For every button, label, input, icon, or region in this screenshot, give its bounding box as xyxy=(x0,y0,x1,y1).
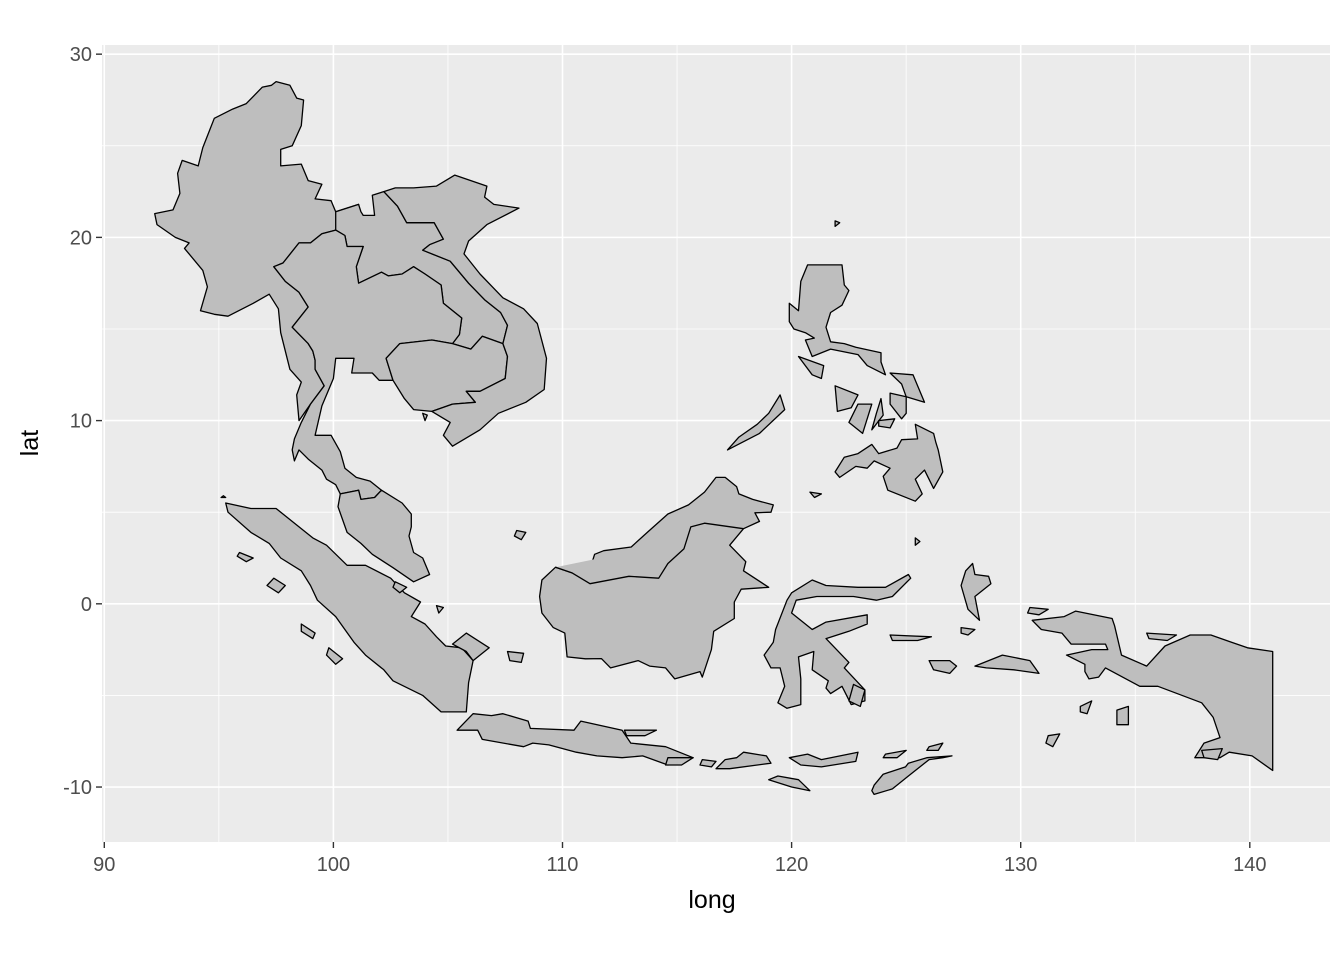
land-seram xyxy=(974,654,1040,675)
land-thailand xyxy=(273,229,463,501)
land-vietnam xyxy=(383,174,548,447)
land-alor xyxy=(882,749,907,759)
land-polygons xyxy=(154,80,1274,796)
y-axis: -10 0 10 20 30 xyxy=(63,44,102,799)
land-negros xyxy=(848,403,873,435)
y-tick-label: -10 xyxy=(63,777,92,799)
land-panay xyxy=(834,385,859,413)
land-sulu xyxy=(809,491,823,499)
x-tick-label: 120 xyxy=(775,854,808,876)
land-bohol xyxy=(878,418,896,429)
land-enggano xyxy=(325,647,344,665)
land-kai xyxy=(1079,700,1093,715)
land-timor xyxy=(871,755,953,796)
land-peninsular-malaysia xyxy=(337,489,431,583)
land-muna-buton xyxy=(848,683,866,708)
land-wetar xyxy=(926,742,944,752)
x-tick-label: 100 xyxy=(317,854,350,876)
x-tick-label: 140 xyxy=(1233,854,1266,876)
land-andaman-edge xyxy=(220,495,227,499)
land-palawan xyxy=(726,394,786,451)
land-flores xyxy=(788,751,859,768)
y-axis-title: lat xyxy=(16,430,44,456)
x-tick-label: 110 xyxy=(547,854,579,876)
land-luzon xyxy=(788,264,887,376)
land-halmahera xyxy=(960,562,992,621)
land-lombok xyxy=(699,758,717,768)
x-tick-label: 130 xyxy=(1004,854,1037,876)
land-aru xyxy=(1116,705,1130,726)
land-mindanao xyxy=(834,423,944,502)
land-new-guinea-south-island xyxy=(1201,747,1223,761)
land-mindoro xyxy=(797,355,825,380)
land-cebu xyxy=(871,397,884,431)
land-sumbawa xyxy=(715,751,772,770)
x-axis: 90 100 110 120 130 140 xyxy=(93,842,1267,876)
plot-panel xyxy=(102,45,1330,842)
land-siberut-nias xyxy=(266,577,286,594)
land-kalimantan-border xyxy=(555,522,744,585)
land-madura xyxy=(623,729,658,737)
land-tanimbar xyxy=(1045,733,1061,748)
land-sumba xyxy=(768,775,811,792)
land-riau xyxy=(392,581,408,594)
land-sangihe xyxy=(914,537,921,546)
land-belitung xyxy=(506,650,525,664)
land-buru xyxy=(928,659,958,675)
land-sulawesi xyxy=(763,573,912,709)
land-misool-waigeo xyxy=(1026,606,1049,616)
land-samar xyxy=(889,372,926,403)
land-lingga xyxy=(435,604,445,614)
land-sumatra xyxy=(225,502,474,713)
land-sula xyxy=(889,634,933,642)
y-tick-label: 20 xyxy=(70,227,92,249)
land-natuna xyxy=(513,529,527,541)
land-bali xyxy=(664,757,694,766)
land-simeulue xyxy=(236,551,254,563)
land-batan xyxy=(834,220,841,228)
y-tick-label: 10 xyxy=(70,411,92,433)
x-tick-label: 90 xyxy=(93,854,115,876)
land-leyte xyxy=(889,392,907,420)
land-mentawai xyxy=(300,623,316,640)
land-yapen xyxy=(1146,632,1178,642)
land-phu-quoc xyxy=(422,412,428,422)
x-axis-title: long xyxy=(688,886,735,914)
y-tick-label: 30 xyxy=(70,44,92,66)
land-bangka xyxy=(451,632,490,662)
land-new-guinea-west xyxy=(1031,610,1274,772)
y-tick-label: 0 xyxy=(81,594,92,616)
land-obi xyxy=(960,626,976,636)
